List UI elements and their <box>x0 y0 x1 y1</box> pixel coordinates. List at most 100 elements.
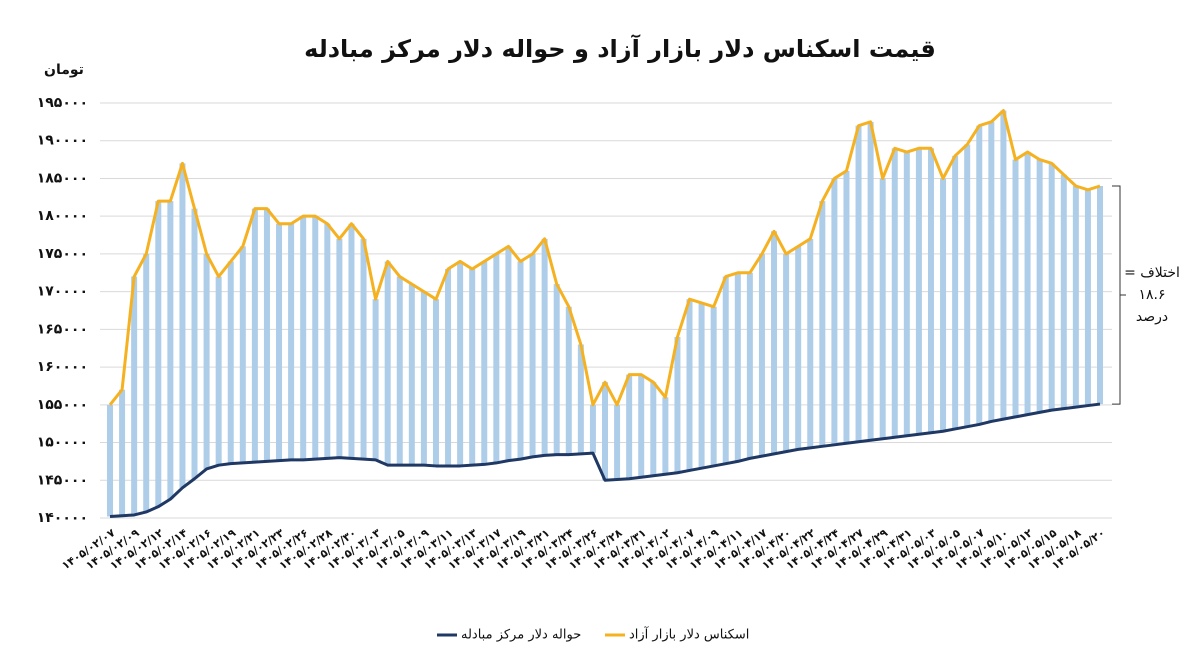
y-tick-label: ۱۶۰۰۰۰ <box>37 359 88 375</box>
drop-line <box>469 269 476 466</box>
drop-line <box>626 374 633 479</box>
drop-line <box>746 272 753 459</box>
series-line <box>109 402 1101 518</box>
drop-line <box>541 238 548 456</box>
drop-line <box>1036 159 1043 413</box>
drop-line <box>276 223 283 461</box>
drop-line <box>167 201 174 500</box>
drop-line <box>529 253 536 457</box>
drop-line <box>408 284 415 466</box>
drop-line <box>662 397 669 475</box>
drop-line <box>891 148 898 438</box>
drop-line <box>312 216 319 460</box>
drop-line <box>288 223 295 460</box>
drop-line <box>493 253 500 463</box>
drop-line <box>457 261 464 466</box>
drop-line <box>614 404 621 480</box>
annotation: اختلاف = <box>1124 265 1180 281</box>
drop-line <box>650 382 657 476</box>
drop-line <box>420 291 427 466</box>
drop-line <box>903 152 910 436</box>
y-tick-label: ۱۵۰۰۰۰ <box>37 435 88 451</box>
drop-line <box>372 299 379 460</box>
drop-line <box>107 404 113 517</box>
drop-line <box>577 344 584 454</box>
drop-line <box>758 253 765 457</box>
drop-line <box>1072 186 1079 408</box>
drop-line <box>360 238 367 460</box>
legend-label: اسکناس دلار بازار آزاد <box>629 626 749 643</box>
drop-line <box>1048 163 1055 411</box>
drop-line <box>674 336 681 473</box>
drop-line <box>879 178 886 439</box>
drop-line <box>915 148 922 435</box>
drop-line <box>263 208 270 462</box>
drop-line <box>324 223 331 459</box>
drop-line <box>505 246 512 461</box>
drop-line <box>1060 174 1067 409</box>
y-tick-label: ۱۹۵۰۰۰ <box>37 95 88 111</box>
y-tick-label: ۱۷۰۰۰۰ <box>37 284 88 300</box>
annotation: ۱۸.۶ <box>1138 287 1165 303</box>
drop-line <box>831 178 838 445</box>
drop-line <box>1097 186 1103 405</box>
drop-line <box>783 253 790 452</box>
y-tick-label: ۱۶۵۰۰۰ <box>37 321 88 337</box>
annotation: درصد <box>1136 309 1168 325</box>
drop-line <box>589 404 596 454</box>
drop-line <box>553 284 560 455</box>
drop-line <box>1000 110 1007 420</box>
drop-line <box>964 144 971 427</box>
drop-line <box>855 125 862 442</box>
drop-line <box>819 201 826 447</box>
drop-line <box>1024 152 1031 415</box>
y-tick-label: ۱۸۵۰۰۰ <box>37 170 88 186</box>
drop-line <box>565 306 572 455</box>
y-tick-label: ۱۴۵۰۰۰ <box>37 472 88 488</box>
drop-line <box>710 306 717 466</box>
drop-line <box>155 201 162 507</box>
drop-line <box>698 302 705 469</box>
bracket <box>1112 185 1126 405</box>
drop-line <box>843 170 850 444</box>
drop-line <box>251 208 258 463</box>
y-tick-label: ۱۸۰۰۰۰ <box>37 208 88 224</box>
drop-line <box>602 382 608 481</box>
drop-line <box>940 178 947 432</box>
series-line <box>108 109 1101 407</box>
drop-line <box>867 121 874 441</box>
drop-line <box>396 276 403 466</box>
drop-line <box>638 374 645 478</box>
drop-line <box>384 261 391 466</box>
drop-line <box>927 148 934 433</box>
drop-line <box>795 246 802 450</box>
drop-line <box>481 261 488 465</box>
drop-line <box>432 299 439 466</box>
y-tick-label: ۱۴۰۰۰۰ <box>37 510 88 526</box>
chart-title: قیمت اسکناس دلار بازار آزاد و حواله دلار… <box>304 34 936 63</box>
y-tick-label: ۱۷۵۰۰۰ <box>37 246 88 262</box>
drop-line <box>686 299 693 471</box>
drop-line <box>119 389 126 516</box>
drop-line <box>517 261 524 460</box>
y-tick-label: ۱۵۵۰۰۰ <box>37 397 88 413</box>
drop-line <box>348 223 355 459</box>
drop-line <box>445 269 452 466</box>
drop-line <box>203 253 210 469</box>
drop-line <box>336 238 343 458</box>
drop-line <box>952 155 959 429</box>
drop-line <box>1012 159 1019 417</box>
drop-line <box>215 276 222 466</box>
drop-line <box>191 208 198 479</box>
drop-line <box>976 125 983 425</box>
y-axis-label: تومان <box>44 62 84 78</box>
drop-line <box>239 246 246 463</box>
drop-line <box>1084 189 1091 406</box>
y-tick-label: ۱۹۰۰۰۰ <box>37 133 88 149</box>
drop-line <box>988 121 995 422</box>
drop-line <box>807 238 814 448</box>
drop-line <box>143 253 150 512</box>
drop-line <box>734 272 741 462</box>
drop-line <box>300 216 307 460</box>
